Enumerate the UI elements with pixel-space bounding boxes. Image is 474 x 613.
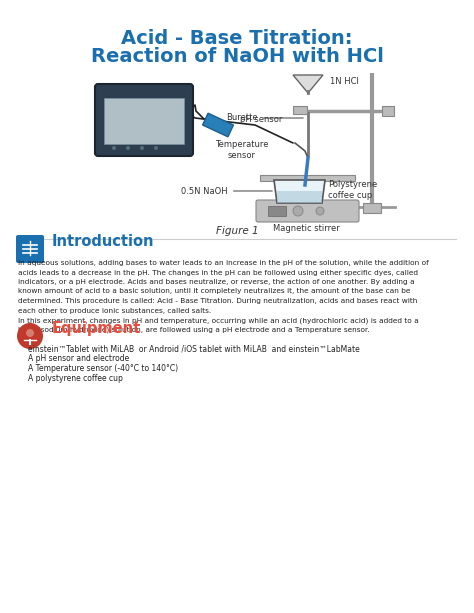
Text: base (sodium hydroxide) solution, are followed using a pH electrode and a Temper: base (sodium hydroxide) solution, are fo… (18, 327, 370, 333)
FancyBboxPatch shape (95, 84, 193, 156)
Text: Figure 1: Figure 1 (216, 226, 258, 236)
Polygon shape (277, 191, 322, 203)
Circle shape (112, 146, 116, 150)
FancyBboxPatch shape (256, 200, 359, 222)
Text: In aqueous solutions, adding bases to water leads to an increase in the pH of th: In aqueous solutions, adding bases to wa… (18, 260, 429, 266)
Circle shape (26, 329, 34, 337)
FancyBboxPatch shape (104, 98, 184, 144)
FancyBboxPatch shape (268, 206, 286, 216)
Text: einstein™Tablet with MiLAB  or Android /iOS tablet with MiLAB  and einstein™LabM: einstein™Tablet with MiLAB or Android /i… (28, 344, 360, 353)
Text: Introduction: Introduction (52, 235, 155, 249)
Text: Reaction of NaOH with HCl: Reaction of NaOH with HCl (91, 47, 383, 66)
FancyBboxPatch shape (363, 203, 381, 213)
Circle shape (154, 146, 158, 150)
Text: A polystyrene coffee cup: A polystyrene coffee cup (28, 374, 123, 383)
Text: A Temperature sensor (-40°C to 140°C): A Temperature sensor (-40°C to 140°C) (28, 364, 178, 373)
Circle shape (140, 146, 144, 150)
FancyBboxPatch shape (260, 175, 355, 181)
Text: each other to produce ionic substances, called salts.: each other to produce ionic substances, … (18, 308, 211, 313)
Text: pH sensor: pH sensor (240, 115, 283, 123)
Text: 0.5N NaOH: 0.5N NaOH (182, 186, 272, 196)
Text: Equipment: Equipment (52, 321, 141, 337)
Text: Magnetic stirrer: Magnetic stirrer (273, 224, 339, 233)
Text: Acid - Base Titration:: Acid - Base Titration: (121, 28, 353, 47)
FancyBboxPatch shape (382, 106, 394, 116)
Text: 1N HCl: 1N HCl (330, 77, 359, 85)
Text: determined. This procedure is called: Acid - Base Titration. During neutralizati: determined. This procedure is called: Ac… (18, 298, 418, 304)
Text: acids leads to a decrease in the pH. The changes in the pH can be followed using: acids leads to a decrease in the pH. The… (18, 270, 418, 275)
Polygon shape (274, 180, 325, 203)
Circle shape (126, 146, 130, 150)
Text: Burette: Burette (227, 113, 303, 123)
Polygon shape (293, 75, 323, 93)
FancyBboxPatch shape (16, 235, 44, 263)
Text: A pH sensor and electrode: A pH sensor and electrode (28, 354, 129, 363)
Text: Polystyrene
coffee cup: Polystyrene coffee cup (328, 180, 377, 200)
FancyBboxPatch shape (293, 106, 307, 114)
Text: Temperature
sensor: Temperature sensor (215, 140, 269, 160)
Text: known amount of acid to a basic solution, until it completely neutralizes it, th: known amount of acid to a basic solution… (18, 289, 410, 294)
Text: In this experiment, changes in pH and temperature, occurring while an acid (hydr: In this experiment, changes in pH and te… (18, 317, 419, 324)
Circle shape (17, 323, 43, 349)
Circle shape (293, 206, 303, 216)
Text: indicators, or a pH electrode. Acids and bases neutralize, or reverse, the actio: indicators, or a pH electrode. Acids and… (18, 279, 415, 285)
Circle shape (316, 207, 324, 215)
Polygon shape (202, 113, 233, 137)
